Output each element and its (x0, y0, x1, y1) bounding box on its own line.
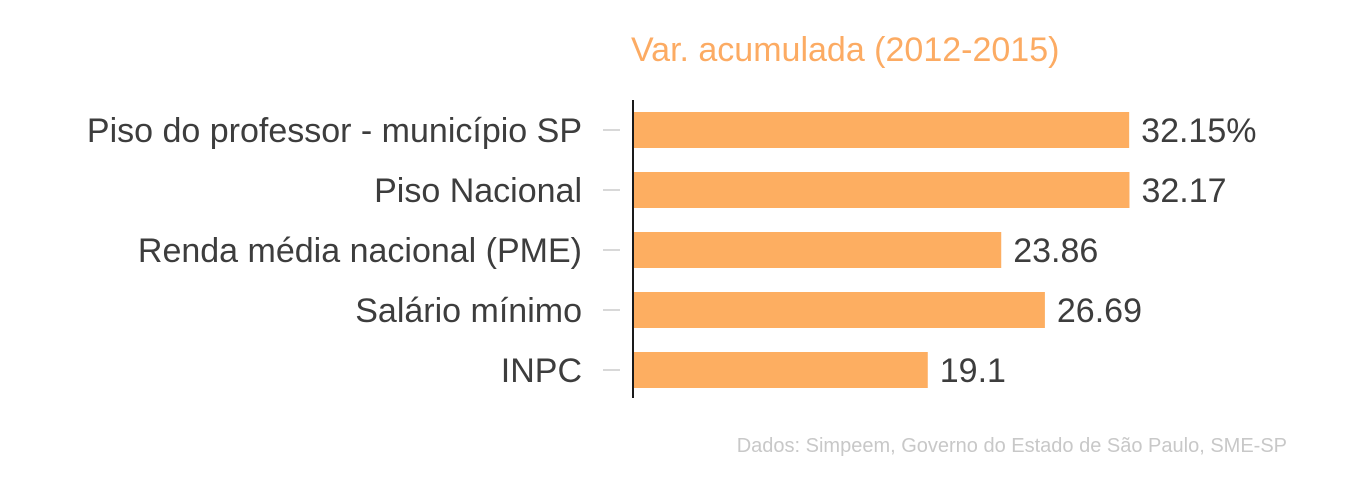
bar (634, 112, 1130, 148)
category-ticks (603, 129, 620, 371)
bar (634, 232, 1002, 268)
category-labels: Piso do professor - município SP Piso Nac… (87, 112, 582, 390)
value-labels: 32.15% 32.17 23.86 26.69 19.1 (940, 112, 1257, 390)
value-label: 26.69 (1057, 292, 1142, 330)
bar (634, 292, 1045, 328)
category-label: Piso Nacional (374, 172, 582, 210)
chart-title: Var. acumulada (2012-2015) (631, 31, 1059, 69)
bar (634, 352, 928, 388)
bars (634, 112, 1130, 388)
value-label: 32.15% (1141, 112, 1256, 150)
category-label: Renda média nacional (PME) (138, 232, 582, 270)
category-label: Salário mínimo (355, 292, 582, 330)
value-label: 23.86 (1013, 232, 1098, 270)
source-note: Dados: Simpeem, Governo do Estado de São… (737, 435, 1287, 457)
category-label: INPC (501, 352, 582, 390)
bar (634, 172, 1130, 208)
category-label: Piso do professor - município SP (87, 112, 582, 150)
value-label: 19.1 (940, 352, 1006, 390)
value-label: 32.17 (1141, 172, 1226, 210)
